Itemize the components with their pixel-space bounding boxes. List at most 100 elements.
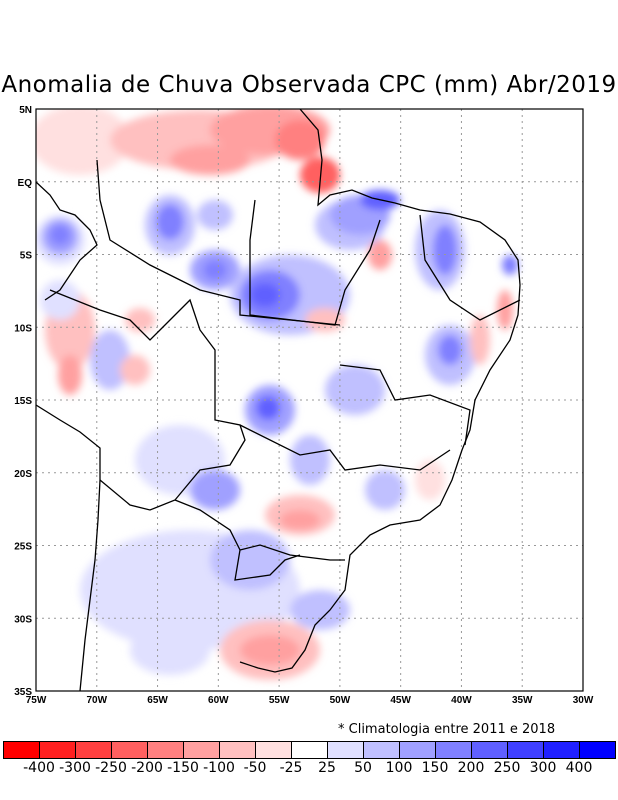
- border-bolivia: [49, 289, 246, 511]
- colorbar-swatch: [508, 742, 544, 758]
- border-bahia: [339, 364, 471, 446]
- grid-lines: [36, 109, 583, 691]
- anomaly-contour: [50, 225, 70, 245]
- anomaly-contour: [502, 255, 518, 275]
- colorbar-label: -100: [203, 760, 235, 776]
- anomaly-contour: [275, 120, 325, 160]
- anomaly-contour: [438, 335, 462, 365]
- anomaly-contour: [256, 396, 280, 420]
- border-amazon-states: [96, 159, 341, 326]
- colorbar-swatch: [256, 742, 292, 758]
- colorbar-swatch: [436, 742, 472, 758]
- colorbar-swatch: [544, 742, 580, 758]
- lat-label: 10S: [14, 323, 32, 334]
- anomaly-contour: [203, 260, 227, 280]
- anomaly-contour: [170, 145, 250, 175]
- anomaly-contour: [290, 435, 330, 485]
- colorbar-label: -400: [23, 760, 55, 776]
- lon-label: 30W: [573, 695, 594, 706]
- colorbar-swatch: [112, 742, 148, 758]
- anomaly-contour: [120, 355, 150, 385]
- anomaly-contour: [290, 590, 350, 630]
- colorbar-label: 50: [354, 760, 372, 776]
- border-north: [36, 181, 98, 301]
- lon-label: 40W: [451, 695, 472, 706]
- anomaly-contour: [210, 530, 290, 590]
- lon-label: 70W: [86, 695, 107, 706]
- lat-label: EQ: [18, 178, 33, 189]
- colorbar-swatch: [364, 742, 400, 758]
- anomaly-contour: [300, 157, 340, 193]
- colorbar-swatch: [148, 742, 184, 758]
- colorbar-swatch: [580, 742, 615, 758]
- anomaly-contour: [156, 204, 184, 240]
- anomaly-contour: [470, 315, 490, 365]
- colorbar-label: 400: [565, 760, 593, 776]
- map-frame: [35, 108, 584, 692]
- colorbar-swatch: [220, 742, 256, 758]
- lat-label: 5S: [20, 251, 33, 262]
- anomaly-field: [36, 109, 518, 680]
- colorbar-swatch: [40, 742, 76, 758]
- anomaly-contour: [415, 460, 445, 500]
- colorbar-swatch: [184, 742, 220, 758]
- anomaly-contour: [240, 635, 300, 665]
- colorbar-swatch: [328, 742, 364, 758]
- coastline-west: [36, 404, 101, 691]
- anomaly-contour: [325, 365, 385, 415]
- lon-label: 35W: [512, 695, 533, 706]
- anomaly-contour: [305, 308, 345, 332]
- border-paraguay: [174, 499, 301, 581]
- colorbar-label: -250: [95, 760, 127, 776]
- colorbar-label: -50: [243, 760, 267, 776]
- colorbar-label: 150: [421, 760, 449, 776]
- border-northeast: [419, 214, 521, 321]
- anomaly-contour: [197, 200, 233, 230]
- anomaly-contour: [125, 308, 155, 332]
- lat-label: 20S: [14, 469, 32, 480]
- colorbar-label: 100: [385, 760, 413, 776]
- anomaly-contour: [433, 225, 457, 275]
- lat-label: 30S: [14, 614, 32, 625]
- lon-label: 60W: [208, 695, 229, 706]
- anomaly-contour: [280, 510, 320, 530]
- colorbar-label: 200: [457, 760, 485, 776]
- anomaly-contour: [36, 109, 130, 175]
- colorbar-label: -25: [279, 760, 303, 776]
- lat-label: 15S: [14, 396, 32, 407]
- colorbar-label: -200: [131, 760, 163, 776]
- border-center: [239, 424, 451, 471]
- colorbar-swatch: [4, 742, 40, 758]
- anomaly-contour: [90, 330, 130, 390]
- colorbar-label: 300: [529, 760, 557, 776]
- colorbar-label: 250: [493, 760, 521, 776]
- colorbar: [3, 741, 616, 759]
- colorbar-label: -150: [167, 760, 199, 776]
- lon-label: 55W: [269, 695, 290, 706]
- anomaly-contour: [497, 290, 513, 330]
- lon-label: 50W: [330, 695, 351, 706]
- colorbar-labels: -400 -300 -250 -200 -150 -100 -50 -25 25 50 100 150…: [0, 760, 618, 780]
- anomaly-contour: [130, 625, 210, 675]
- lat-label: 25S: [14, 542, 32, 553]
- lon-label: 45W: [390, 695, 411, 706]
- colorbar-swatch: [472, 742, 508, 758]
- lat-label: 5N: [19, 105, 32, 116]
- coastline-east: [239, 109, 521, 673]
- colorbar-label: 25: [318, 760, 336, 776]
- colorbar-label: -300: [59, 760, 91, 776]
- map-title: Anomalia de Chuva Observada CPC (mm) Abr…: [1, 72, 617, 98]
- lon-label: 65W: [147, 695, 168, 706]
- border-south: [239, 544, 345, 561]
- lat-label: 35S: [14, 687, 32, 698]
- anomaly-contour: [190, 470, 240, 510]
- colorbar-swatch: [292, 742, 328, 758]
- colorbar-swatch: [76, 742, 112, 758]
- border-para: [249, 199, 381, 326]
- anomaly-contour: [250, 283, 280, 307]
- colorbar-swatch: [400, 742, 436, 758]
- lon-label: 75W: [26, 695, 47, 706]
- anomaly-contour: [58, 355, 82, 395]
- climatology-note: * Climatologia entre 2011 e 2018: [338, 722, 556, 737]
